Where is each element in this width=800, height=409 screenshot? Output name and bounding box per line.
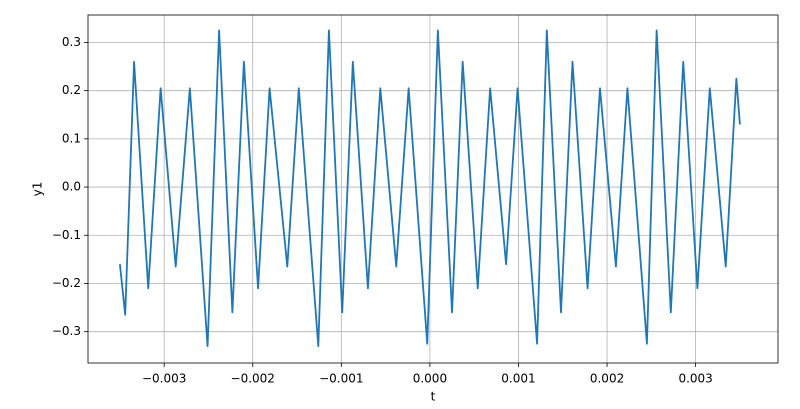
x-tick-label: −0.003 xyxy=(142,372,186,386)
y-tick-label: −0.2 xyxy=(52,276,81,290)
x-tick-label: −0.001 xyxy=(319,372,363,386)
y-tick-label: 0.1 xyxy=(62,131,81,145)
x-tick-label: 0.001 xyxy=(501,372,535,386)
x-tick-label: 0.000 xyxy=(413,372,447,386)
x-axis-label: t xyxy=(431,390,436,404)
x-tick-label: 0.002 xyxy=(590,372,624,386)
y-tick-label: 0.3 xyxy=(62,35,81,49)
y-tick-label: −0.3 xyxy=(52,324,81,338)
y-tick-label: 0.0 xyxy=(62,180,81,194)
y-tick-label: −0.1 xyxy=(52,228,81,242)
line xyxy=(118,29,741,348)
x-tick-label: 0.003 xyxy=(678,372,712,386)
x-tick-label: −0.002 xyxy=(231,372,275,386)
y-tick-label: 0.2 xyxy=(62,83,81,97)
y-axis-label: y1 xyxy=(31,182,45,197)
plot-frame xyxy=(87,14,779,364)
